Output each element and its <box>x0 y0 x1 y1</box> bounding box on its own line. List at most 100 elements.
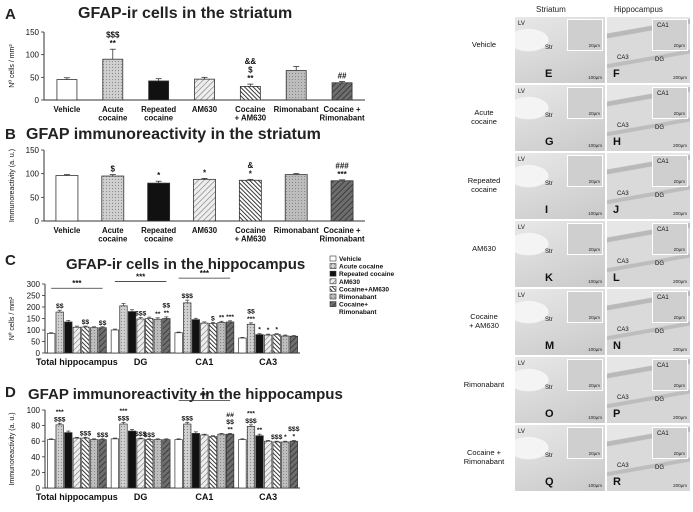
striatum-micrograph: 20µm 100µm O LV Str <box>514 356 606 424</box>
significance-label: $ <box>248 66 253 75</box>
bar <box>225 321 235 354</box>
significance-label-group: $$$ <box>97 432 109 439</box>
region-label-dg: DG <box>655 193 664 199</box>
significance-label: $ <box>111 165 116 174</box>
significance-label-group: * <box>157 171 161 180</box>
inset-magnification <box>652 359 688 391</box>
micrograph-letter: H <box>613 136 621 148</box>
region-label-str: Str <box>545 113 553 119</box>
striatum-micrograph: 20µm 100µm M LV Str <box>514 288 606 356</box>
main-scale-label: 100µm <box>588 211 602 216</box>
x-tick-label: Total hippocampus <box>36 492 118 502</box>
panel-label: C <box>5 252 16 269</box>
region-label-dg: DG <box>655 125 664 131</box>
y-axis-label: Immunoreactivity (a. u.) <box>9 412 16 485</box>
region-label-str: Str <box>545 385 553 391</box>
significance-label: $$$ <box>271 434 283 441</box>
x-tick-label: AM630 <box>192 226 218 235</box>
bar <box>183 302 192 354</box>
y-tick-label: 300 <box>27 280 41 289</box>
significance-label-group: $$$ <box>271 434 283 441</box>
hippocampus-micrograph: 20µm 200µm R CA1 CA3 DG <box>606 424 691 492</box>
x-tick-label: CA3 <box>259 357 277 367</box>
x-tick-label: Acute <box>102 226 124 235</box>
significance-label: $$$ <box>135 311 147 318</box>
significance-label: *** <box>56 409 64 416</box>
legend-swatch <box>329 263 337 269</box>
bar <box>72 437 81 489</box>
x-tick-label-group: Rimonabant <box>274 105 319 114</box>
y-tick-label: 150 <box>27 315 41 324</box>
x-tick-label: CA1 <box>195 492 213 502</box>
x-tick-label-group: Vehicle <box>53 105 81 114</box>
bar <box>119 423 128 489</box>
striatum-micrograph: 20µm 100µm Q LV Str <box>514 424 606 492</box>
significance-label: $$$ <box>245 418 257 425</box>
row-label: Cocaine + Rimonabant <box>463 448 505 466</box>
main-scale-label: 100µm <box>588 75 602 80</box>
bar <box>145 439 154 489</box>
inset-scale-label: 20µm <box>673 43 685 48</box>
significance-label: $$ <box>82 319 90 326</box>
hippocampus-micrograph: 20µm 200µm N CA1 CA3 DG <box>606 288 691 356</box>
region-label-dg: DG <box>655 57 664 63</box>
bar <box>284 174 308 222</box>
legend-label: Cocaine+ <box>339 302 368 309</box>
region-label-str: Str <box>545 249 553 255</box>
significance-label-group: ##$$** <box>226 412 234 434</box>
legend-label: Rimonabant <box>339 294 377 301</box>
inset-scale-label: 20µm <box>673 315 685 320</box>
significance-label-group: ***$$$ <box>245 411 257 425</box>
bar <box>217 322 226 354</box>
significance-label-group: $$$* <box>288 426 300 440</box>
panel-b: B GFAP immunoreactivity in the striatum … <box>0 118 452 248</box>
region-label-str: Str <box>545 45 553 51</box>
main-scale-label: 200µm <box>673 211 687 216</box>
row-label: Acute cocaine <box>471 108 497 126</box>
legend-label: AM630 <box>339 279 360 286</box>
y-axis-label: Immunoreactivity (a. u.) <box>9 149 16 222</box>
significance-label: $$$ <box>118 415 130 422</box>
legend-swatch <box>329 270 337 277</box>
significance-label-group: $$$ <box>80 430 92 437</box>
hippocampus-micrograph: 20µm 200µm H CA1 CA3 DG <box>606 84 691 152</box>
y-tick-label: 150 <box>26 28 40 37</box>
significance-label: ** <box>164 310 170 317</box>
significance-label: * <box>284 434 287 441</box>
significance-label-group: $$ <box>82 319 90 326</box>
x-tick-label-group: Rimonabant <box>274 226 319 235</box>
bar <box>64 432 73 489</box>
micrograph-letter: F <box>613 68 620 80</box>
inset-scale-label: 20µm <box>588 451 600 456</box>
bar <box>98 439 107 489</box>
x-tick-label: Cocaine <box>235 105 266 114</box>
chart-title: GFAP-ir cells in the hippocampus <box>66 256 306 273</box>
significance-label: * <box>203 168 207 177</box>
x-tick-label: cocaine <box>144 235 174 244</box>
y-tick-label: 40 <box>31 453 40 462</box>
x-tick-label: cocaine <box>98 114 128 123</box>
bar <box>64 321 73 354</box>
significance-label: *** <box>337 170 347 179</box>
inset-magnification <box>567 427 603 459</box>
inset-scale-label: 20µm <box>673 383 685 388</box>
region-label-lv: LV <box>518 361 525 367</box>
y-tick-label: 100 <box>26 170 40 179</box>
main-scale-label: 100µm <box>588 483 602 488</box>
x-tick-label-group: Cocaine +Rimonabant <box>320 226 365 243</box>
significance-label: $$ <box>247 309 255 316</box>
region-label-ca1: CA1 <box>657 363 669 369</box>
inset-scale-label: 20µm <box>673 111 685 116</box>
significance-label: $$$ <box>182 293 194 300</box>
inset-magnification <box>567 359 603 391</box>
significance-label: $$$ <box>97 432 109 439</box>
y-axis-label: Nº cells / mm² <box>9 44 16 88</box>
main-scale-label: 200µm <box>673 415 687 420</box>
x-tick-label: Rimonabant <box>274 105 319 114</box>
x-tick-label-group: Vehicle <box>53 226 81 235</box>
significance-label: * <box>258 327 261 334</box>
x-tick-label: Repeated <box>141 226 176 235</box>
bar <box>183 423 192 489</box>
